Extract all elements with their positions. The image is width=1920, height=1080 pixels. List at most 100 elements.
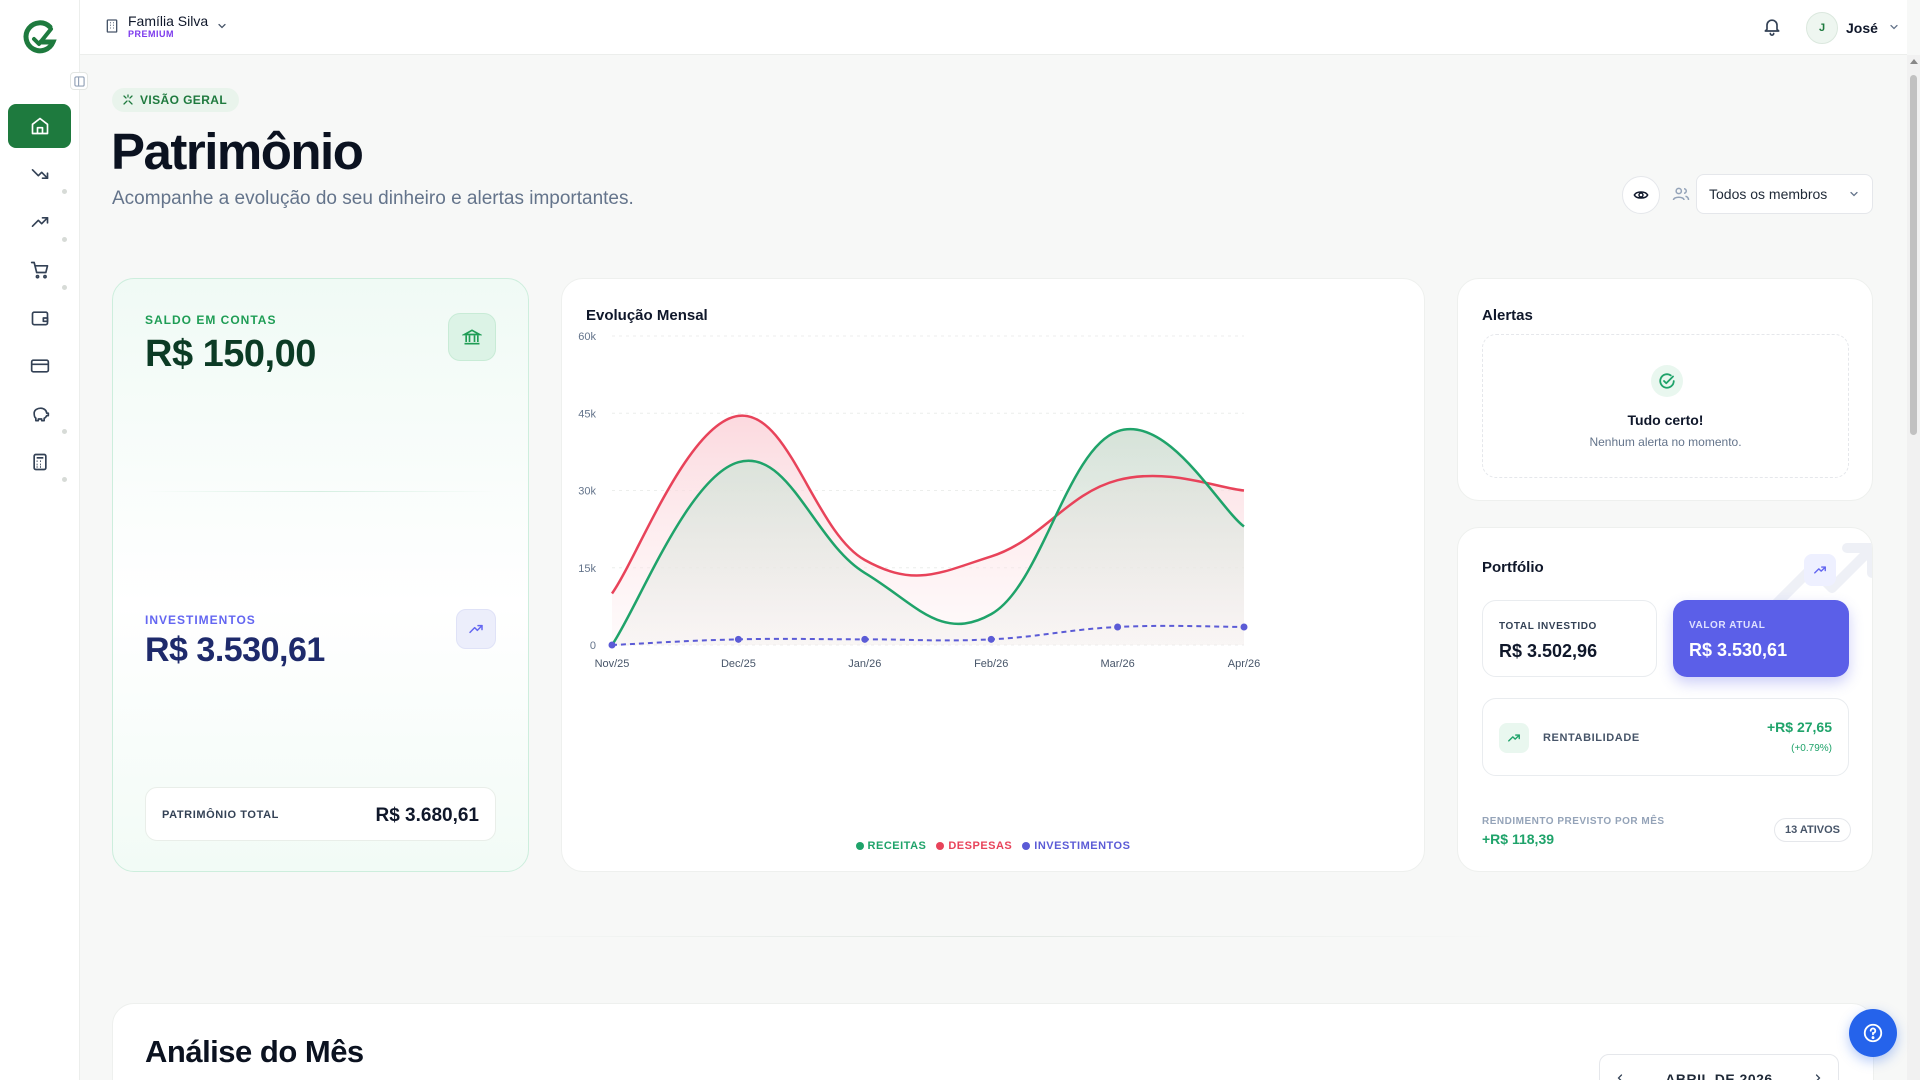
profitability-icon [1499, 723, 1529, 753]
current-value-card: VALOR ATUAL R$ 3.530,61 [1673, 600, 1849, 677]
point-investimentos [734, 635, 742, 643]
users-icon [1672, 185, 1690, 208]
investments-label: INVESTIMENTOS [145, 613, 256, 627]
legend-item-despesas[interactable]: DESPESAS [936, 840, 1012, 852]
section-badge: VISÃO GERAL [112, 88, 240, 112]
sidebar-item-savings[interactable] [8, 392, 71, 436]
check-circle-icon [1651, 365, 1683, 397]
nav-indicator-dot [62, 237, 67, 242]
point-investimentos [987, 635, 995, 643]
nav-indicator-dot [62, 189, 67, 194]
chevron-down-icon [1850, 191, 1858, 197]
plan-badge: PREMIUM [128, 29, 174, 39]
investments-icon-box [456, 609, 496, 649]
piggy-bank-icon [32, 407, 49, 422]
legend-item-investimentos[interactable]: INVESTIMENTOS [1022, 840, 1130, 852]
point-investimentos [1114, 623, 1122, 631]
chart-legend: RECEITAS DESPESAS INVESTIMENTOS [562, 840, 1424, 852]
help-icon [1863, 1023, 1883, 1043]
sidebar-item-home[interactable] [8, 104, 71, 148]
alerts-ok-title: Tudo certo! [1627, 412, 1704, 428]
legend-label: DESPESAS [948, 840, 1013, 852]
line-investimentos [611, 624, 1245, 646]
trending-up-icon [1814, 566, 1826, 574]
patrimony-label: PATRIMÔNIO TOTAL [162, 809, 279, 821]
help-button[interactable] [1849, 1009, 1897, 1057]
legend-label: RECEITAS [867, 840, 927, 852]
sidebar-item-expenses[interactable] [8, 152, 71, 196]
notifications-button[interactable] [1762, 16, 1782, 41]
line-despesas [610, 414, 1245, 595]
family-selector[interactable]: Família Silva PREMIUM [104, 13, 228, 39]
profitability-label: RENTABILIDADE [1543, 732, 1640, 744]
x-tick-label: Mar/26 [1100, 658, 1134, 670]
scrollbar-thumb[interactable] [1910, 75, 1917, 435]
profitability-percent: (+0.79%) [1791, 743, 1832, 754]
eye-icon [1633, 191, 1649, 199]
trending-up-icon [31, 217, 48, 227]
x-tick-label: Feb/26 [974, 658, 1008, 670]
bank-icon-box [448, 313, 496, 361]
building-icon [106, 19, 118, 33]
chevron-left-icon [1617, 1074, 1623, 1080]
y-tick-label: 15k [578, 563, 596, 575]
investments-value: R$ 3.530,61 [145, 631, 325, 669]
total-invested-card: TOTAL INVESTIDO R$ 3.502,96 [1482, 600, 1657, 677]
members-filter-select[interactable]: Todos os membros [1696, 174, 1873, 214]
total-invested-value: R$ 3.502,96 [1499, 641, 1598, 661]
balance-card: SALDO EM CONTAS R$ 150,00 INVESTIMENTOS … [112, 278, 529, 872]
scroll-up-arrow[interactable] [1910, 59, 1918, 64]
page-scrollbar[interactable] [1907, 55, 1920, 1080]
members-select-value: Todos os membros [1709, 186, 1828, 202]
y-tick-label: 45k [578, 408, 596, 420]
calculator-icon [32, 453, 47, 471]
page-subtitle: Acompanhe a evolução do seu dinheiro e a… [112, 188, 634, 209]
family-name: Família Silva [128, 13, 209, 29]
sidebar-item-wallet[interactable] [8, 296, 71, 340]
assets-count-chip: 13 ATIVOS [1774, 818, 1852, 842]
nav-indicator-dot [62, 285, 67, 290]
evolution-chart: 0 15k 30k 45k 60k Nov/25 Dec/25 Jan/26 Feb/26 Mar… [578, 331, 1260, 670]
sidebar-item-shopping[interactable] [8, 248, 71, 292]
legend-item-receitas[interactable]: RECEITAS [855, 840, 927, 852]
forecast-label: RENDIMENTO PREVISTO POR MÊS [1482, 816, 1665, 827]
line-receitas [610, 427, 1245, 646]
avatar[interactable]: J [1806, 12, 1838, 44]
saldo-label: SALDO EM CONTAS [145, 313, 277, 327]
chevron-down-icon [218, 23, 226, 29]
y-tick-label: 30k [578, 486, 596, 498]
page-title: Patrimônio [111, 123, 364, 180]
section-title: Análise do Mês [145, 1034, 364, 1069]
legend-label: INVESTIMENTOS [1034, 840, 1131, 852]
toggle-visibility-button[interactable] [1622, 176, 1660, 214]
alerts-ok-subtitle: Nenhum alerta no momento. [1589, 435, 1742, 449]
month-navigator: ABRIL DE 2026 [1599, 1054, 1839, 1080]
x-tick-label: Apr/26 [1228, 658, 1260, 670]
panel-toggle-icon [73, 75, 85, 87]
chart-title: Evolução Mensal [586, 307, 708, 324]
x-tick-label: Jan/26 [848, 658, 881, 670]
forecast-value: +R$ 118,39 [1482, 831, 1555, 847]
sidebar-item-income[interactable] [8, 200, 71, 244]
patrimony-value: R$ 3.680,61 [375, 805, 479, 826]
current-month-label: ABRIL DE 2026 [1665, 1071, 1773, 1080]
app-logo[interactable] [20, 18, 60, 58]
user-menu-chevron[interactable] [1888, 20, 1900, 38]
wallet-icon [31, 311, 48, 326]
user-name[interactable]: José [1846, 20, 1878, 36]
prev-month-button[interactable] [1614, 1071, 1626, 1080]
sidebar-item-cards[interactable] [8, 344, 71, 388]
sidebar-item-calculator[interactable] [8, 440, 71, 484]
sidebar-collapse-button[interactable] [70, 72, 88, 90]
portfolio-trend-button[interactable] [1804, 554, 1836, 586]
y-tick-label: 60k [578, 331, 596, 343]
trending-up-icon [469, 624, 483, 634]
next-month-button[interactable] [1812, 1071, 1824, 1080]
home-icon [31, 117, 48, 135]
nav-indicator-dot [62, 429, 67, 434]
bank-icon [462, 329, 482, 345]
profitability-value: +R$ 27,65 [1767, 719, 1832, 735]
card-divider [145, 491, 495, 492]
badge-label: VISÃO GERAL [140, 93, 228, 107]
current-value-value: R$ 3.530,61 [1689, 640, 1788, 660]
